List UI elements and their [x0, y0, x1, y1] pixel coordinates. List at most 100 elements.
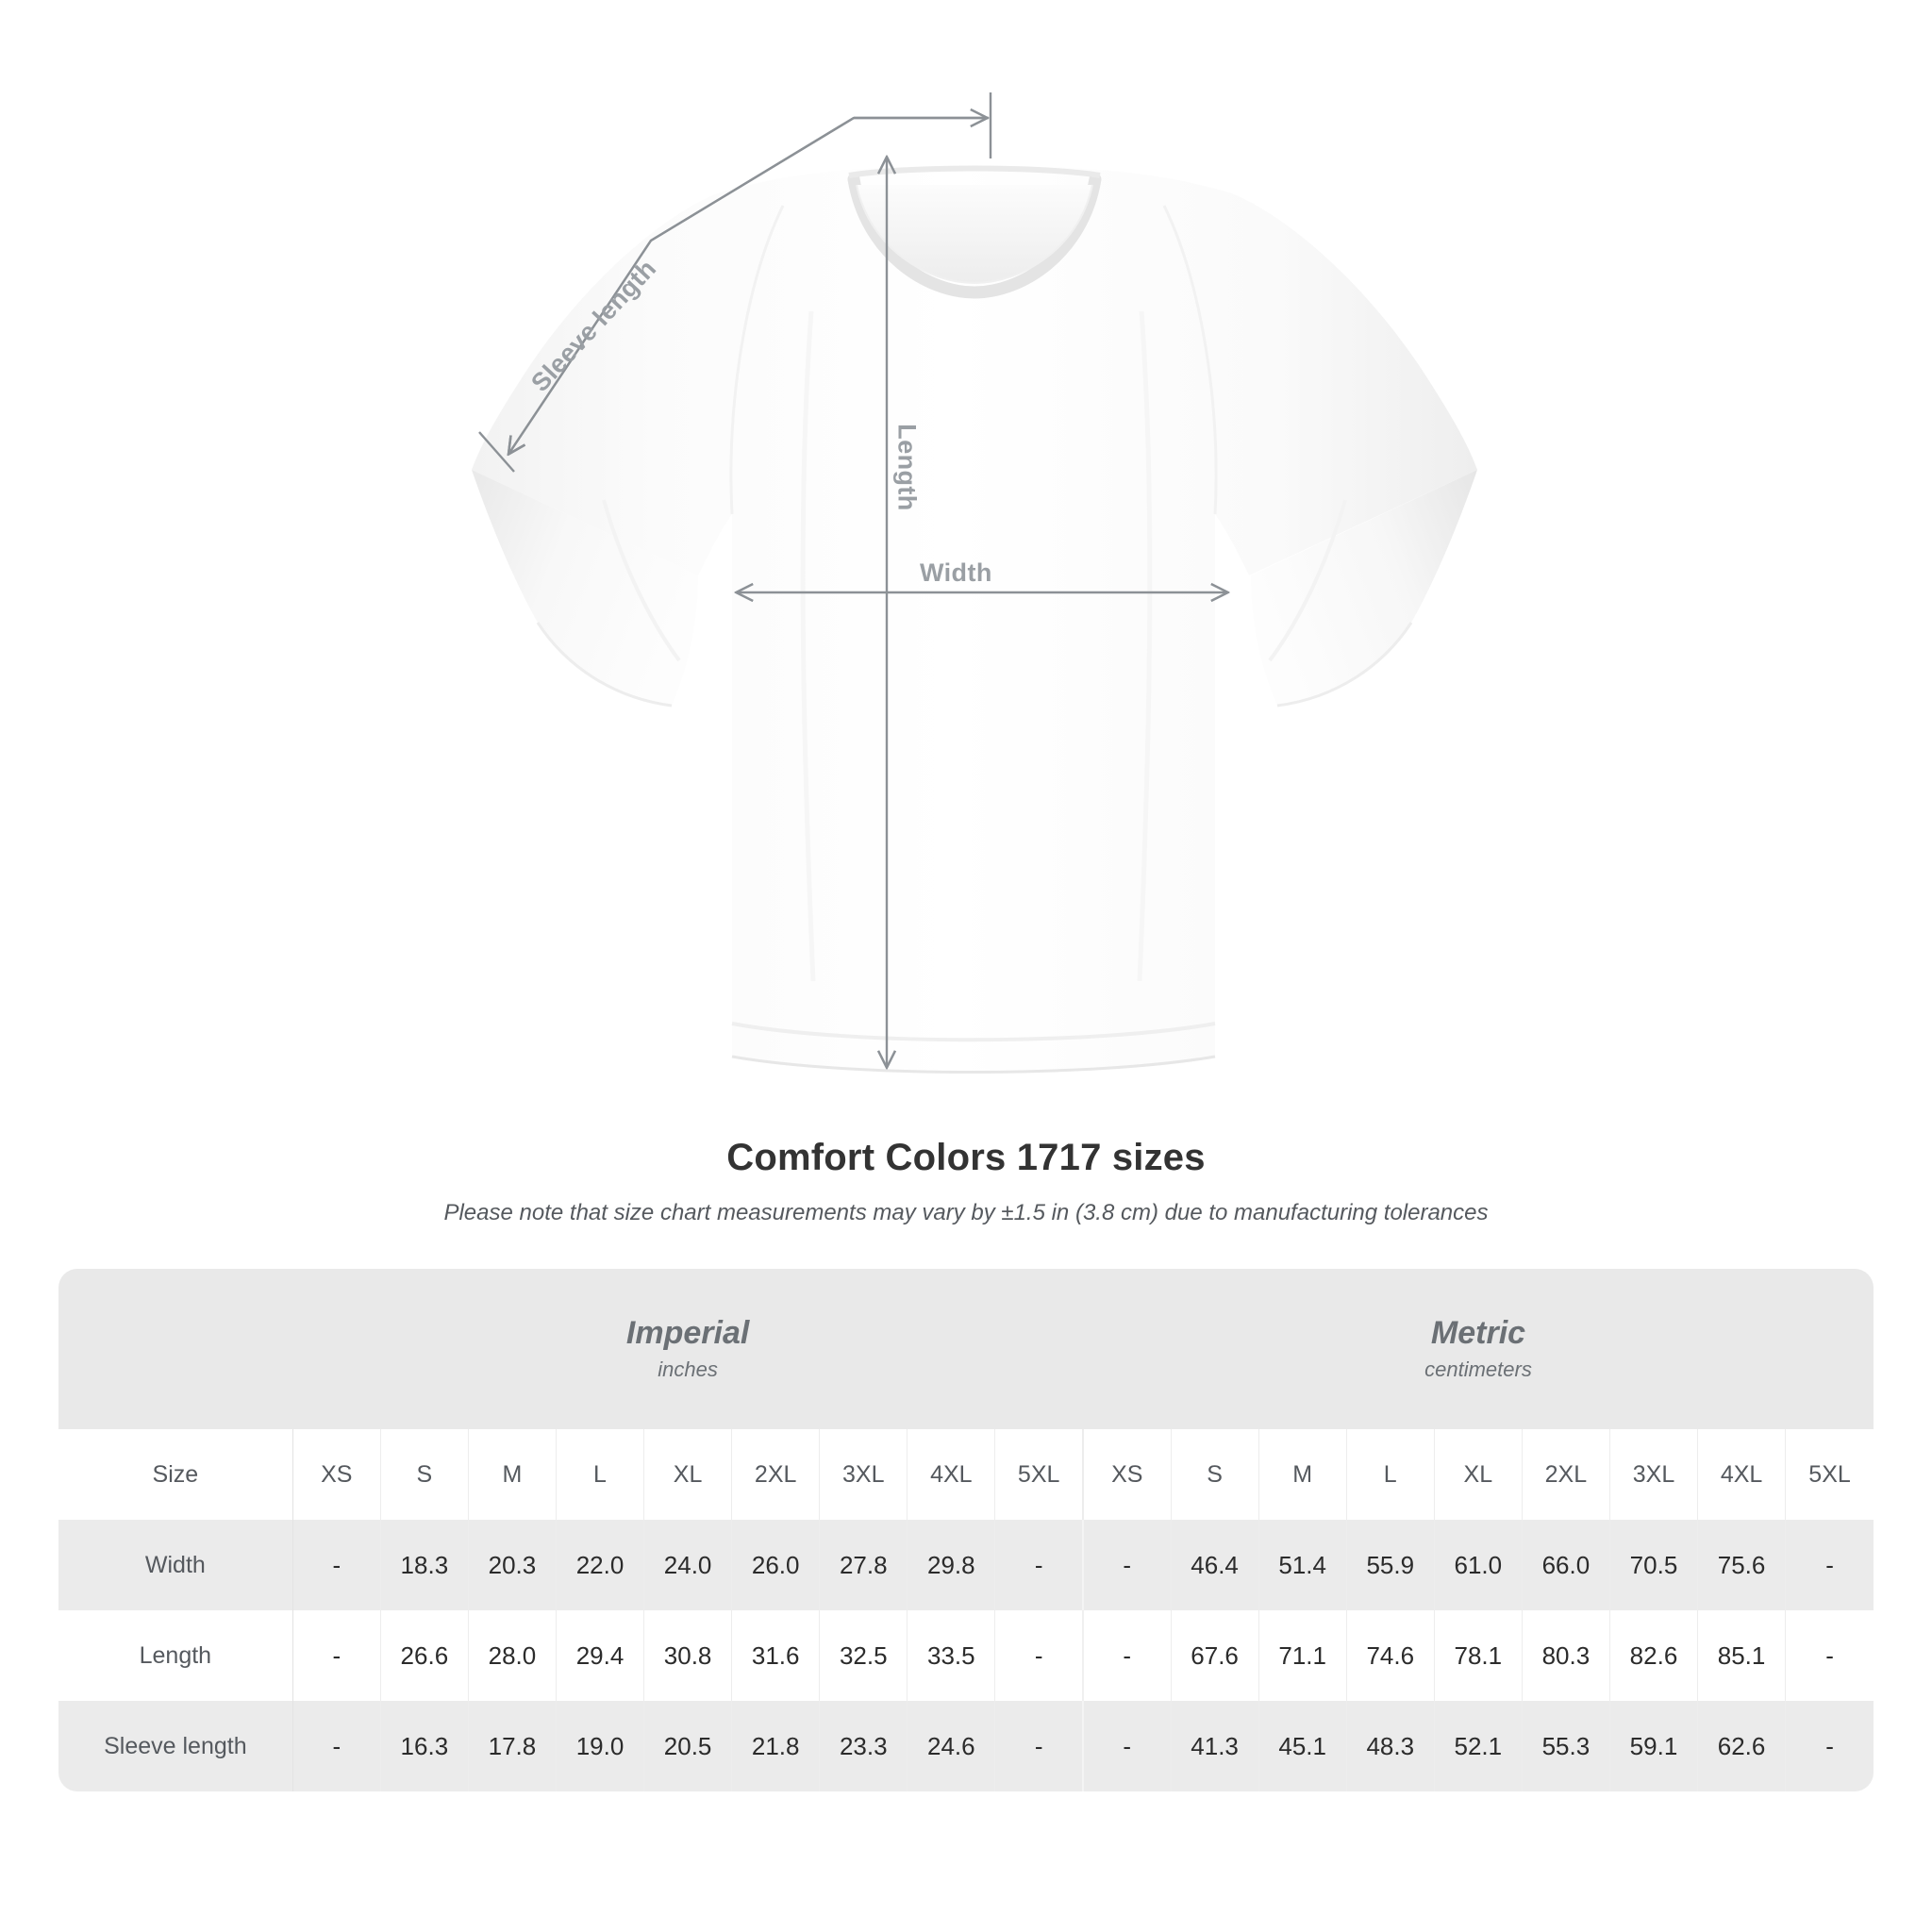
header-metric-5xl: 5XL [1785, 1429, 1874, 1520]
cell-length-metric-xl: 78.1 [1434, 1610, 1523, 1701]
cell-length-metric-3xl: 82.6 [1609, 1610, 1699, 1701]
header-metric-xs: XS [1082, 1429, 1172, 1520]
page-title: Comfort Colors 1717 sizes [726, 1137, 1206, 1178]
header-imperial-4xl: 4XL [907, 1429, 996, 1520]
tshirt-illustration [472, 92, 1477, 1074]
cell-width-metric-s: 46.4 [1171, 1520, 1259, 1610]
header-imperial-2xl: 2XL [731, 1429, 821, 1520]
cell-length-imperial-3xl: 32.5 [819, 1610, 908, 1701]
cell-sleeve-imperial-l: 19.0 [556, 1701, 645, 1791]
cell-length-metric-l: 74.6 [1346, 1610, 1435, 1701]
cell-length-metric-5xl: - [1785, 1610, 1874, 1701]
cell-sleeve-metric-2xl: 55.3 [1522, 1701, 1610, 1791]
table-row: Length - 26.6 28.0 29.4 30.8 31.6 32.5 3… [58, 1610, 1874, 1701]
cell-length-imperial-5xl: - [994, 1610, 1084, 1701]
row-label-sleeve-length: Sleeve length [58, 1701, 293, 1791]
unit-sub-metric: centimeters [1424, 1357, 1532, 1381]
cell-width-imperial-m: 20.3 [468, 1520, 557, 1610]
cell-sleeve-metric-m: 45.1 [1258, 1701, 1347, 1791]
header-imperial-xl: XL [643, 1429, 733, 1520]
cell-sleeve-metric-5xl: - [1785, 1701, 1874, 1791]
cell-width-imperial-xs: - [292, 1520, 381, 1610]
cell-width-imperial-5xl: - [994, 1520, 1084, 1610]
cell-sleeve-imperial-4xl: 24.6 [907, 1701, 996, 1791]
unit-header-row: Imperial inches Metric centimeters [58, 1269, 1874, 1429]
cell-width-metric-xl: 61.0 [1434, 1520, 1523, 1610]
cell-sleeve-imperial-3xl: 23.3 [819, 1701, 908, 1791]
cell-length-imperial-s: 26.6 [380, 1610, 469, 1701]
cell-length-imperial-xl: 30.8 [643, 1610, 733, 1701]
cell-length-metric-xs: - [1082, 1610, 1172, 1701]
cell-sleeve-metric-xl: 52.1 [1434, 1701, 1523, 1791]
cell-width-imperial-3xl: 27.8 [819, 1520, 908, 1610]
header-imperial-s: S [380, 1429, 469, 1520]
size-table-container: Imperial inches Metric centimeters Size … [58, 1269, 1874, 1791]
header-size-label: Size [58, 1429, 293, 1520]
header-imperial-m: M [468, 1429, 557, 1520]
header-imperial-5xl: 5XL [994, 1429, 1084, 1520]
cell-length-imperial-l: 29.4 [556, 1610, 645, 1701]
unit-cell-metric: Metric centimeters [1082, 1269, 1874, 1429]
header-metric-2xl: 2XL [1522, 1429, 1610, 1520]
tshirt-body-shape [472, 165, 1477, 1074]
cell-sleeve-metric-xs: - [1082, 1701, 1172, 1791]
measurement-guides [478, 92, 1226, 1066]
cell-width-imperial-xl: 24.0 [643, 1520, 733, 1610]
header-metric-xl: XL [1434, 1429, 1523, 1520]
header-metric-s: S [1171, 1429, 1259, 1520]
tshirt-diagram: Sleeve length Length Width [472, 92, 1477, 1074]
size-header-row: Size XS S M L XL 2XL 3XL 4XL 5XL XS S M … [58, 1429, 1874, 1520]
header-metric-l: L [1346, 1429, 1435, 1520]
cell-width-metric-4xl: 75.6 [1697, 1520, 1787, 1610]
header-imperial-l: L [556, 1429, 645, 1520]
length-label: Length [892, 424, 922, 511]
width-label: Width [920, 558, 992, 587]
cell-width-imperial-4xl: 29.8 [907, 1520, 996, 1610]
cell-width-metric-xs: - [1082, 1520, 1172, 1610]
cell-width-metric-3xl: 70.5 [1609, 1520, 1699, 1610]
table-row: Sleeve length - 16.3 17.8 19.0 20.5 21.8… [58, 1701, 1874, 1791]
cell-width-imperial-l: 22.0 [556, 1520, 645, 1610]
unit-spacer-cell [58, 1269, 293, 1429]
cell-sleeve-metric-s: 41.3 [1171, 1701, 1259, 1791]
cell-length-imperial-4xl: 33.5 [907, 1610, 996, 1701]
unit-title-metric: Metric [1430, 1315, 1526, 1352]
cell-length-metric-4xl: 85.1 [1697, 1610, 1787, 1701]
cell-length-metric-m: 71.1 [1258, 1610, 1347, 1701]
cell-sleeve-imperial-s: 16.3 [380, 1701, 469, 1791]
cell-length-imperial-xs: - [292, 1610, 381, 1701]
cell-width-metric-m: 51.4 [1258, 1520, 1347, 1610]
cell-width-imperial-s: 18.3 [380, 1520, 469, 1610]
cell-sleeve-imperial-5xl: - [994, 1701, 1084, 1791]
sleeve-length-line [509, 116, 855, 453]
header-metric-m: M [1258, 1429, 1347, 1520]
row-label-length: Length [58, 1610, 293, 1701]
unit-sub-imperial: inches [658, 1357, 718, 1381]
cell-sleeve-imperial-xl: 20.5 [643, 1701, 733, 1791]
cell-width-metric-2xl: 66.0 [1522, 1520, 1610, 1610]
header-imperial-xs: XS [292, 1429, 381, 1520]
tolerance-note: Please note that size chart measurements… [443, 1200, 1489, 1225]
cell-sleeve-metric-4xl: 62.6 [1697, 1701, 1787, 1791]
cell-sleeve-metric-l: 48.3 [1346, 1701, 1435, 1791]
header-metric-4xl: 4XL [1697, 1429, 1787, 1520]
cell-sleeve-imperial-2xl: 21.8 [731, 1701, 821, 1791]
cell-width-imperial-2xl: 26.0 [731, 1520, 821, 1610]
size-table: Imperial inches Metric centimeters Size … [58, 1269, 1874, 1791]
cell-width-metric-5xl: - [1785, 1520, 1874, 1610]
cell-sleeve-imperial-xs: - [292, 1701, 381, 1791]
cell-length-imperial-m: 28.0 [468, 1610, 557, 1701]
cell-length-metric-2xl: 80.3 [1522, 1610, 1610, 1701]
sleeve-length-endcap [478, 431, 515, 473]
cell-length-metric-s: 67.6 [1171, 1610, 1259, 1701]
header-imperial-3xl: 3XL [819, 1429, 908, 1520]
unit-cell-imperial: Imperial inches [292, 1269, 1083, 1429]
table-row: Width - 18.3 20.3 22.0 24.0 26.0 27.8 29… [58, 1520, 1874, 1610]
unit-title-imperial: Imperial [625, 1315, 750, 1352]
cell-sleeve-imperial-m: 17.8 [468, 1701, 557, 1791]
cell-width-metric-l: 55.9 [1346, 1520, 1435, 1610]
header-metric-3xl: 3XL [1609, 1429, 1699, 1520]
row-label-width: Width [58, 1520, 293, 1610]
cell-sleeve-metric-3xl: 59.1 [1609, 1701, 1699, 1791]
